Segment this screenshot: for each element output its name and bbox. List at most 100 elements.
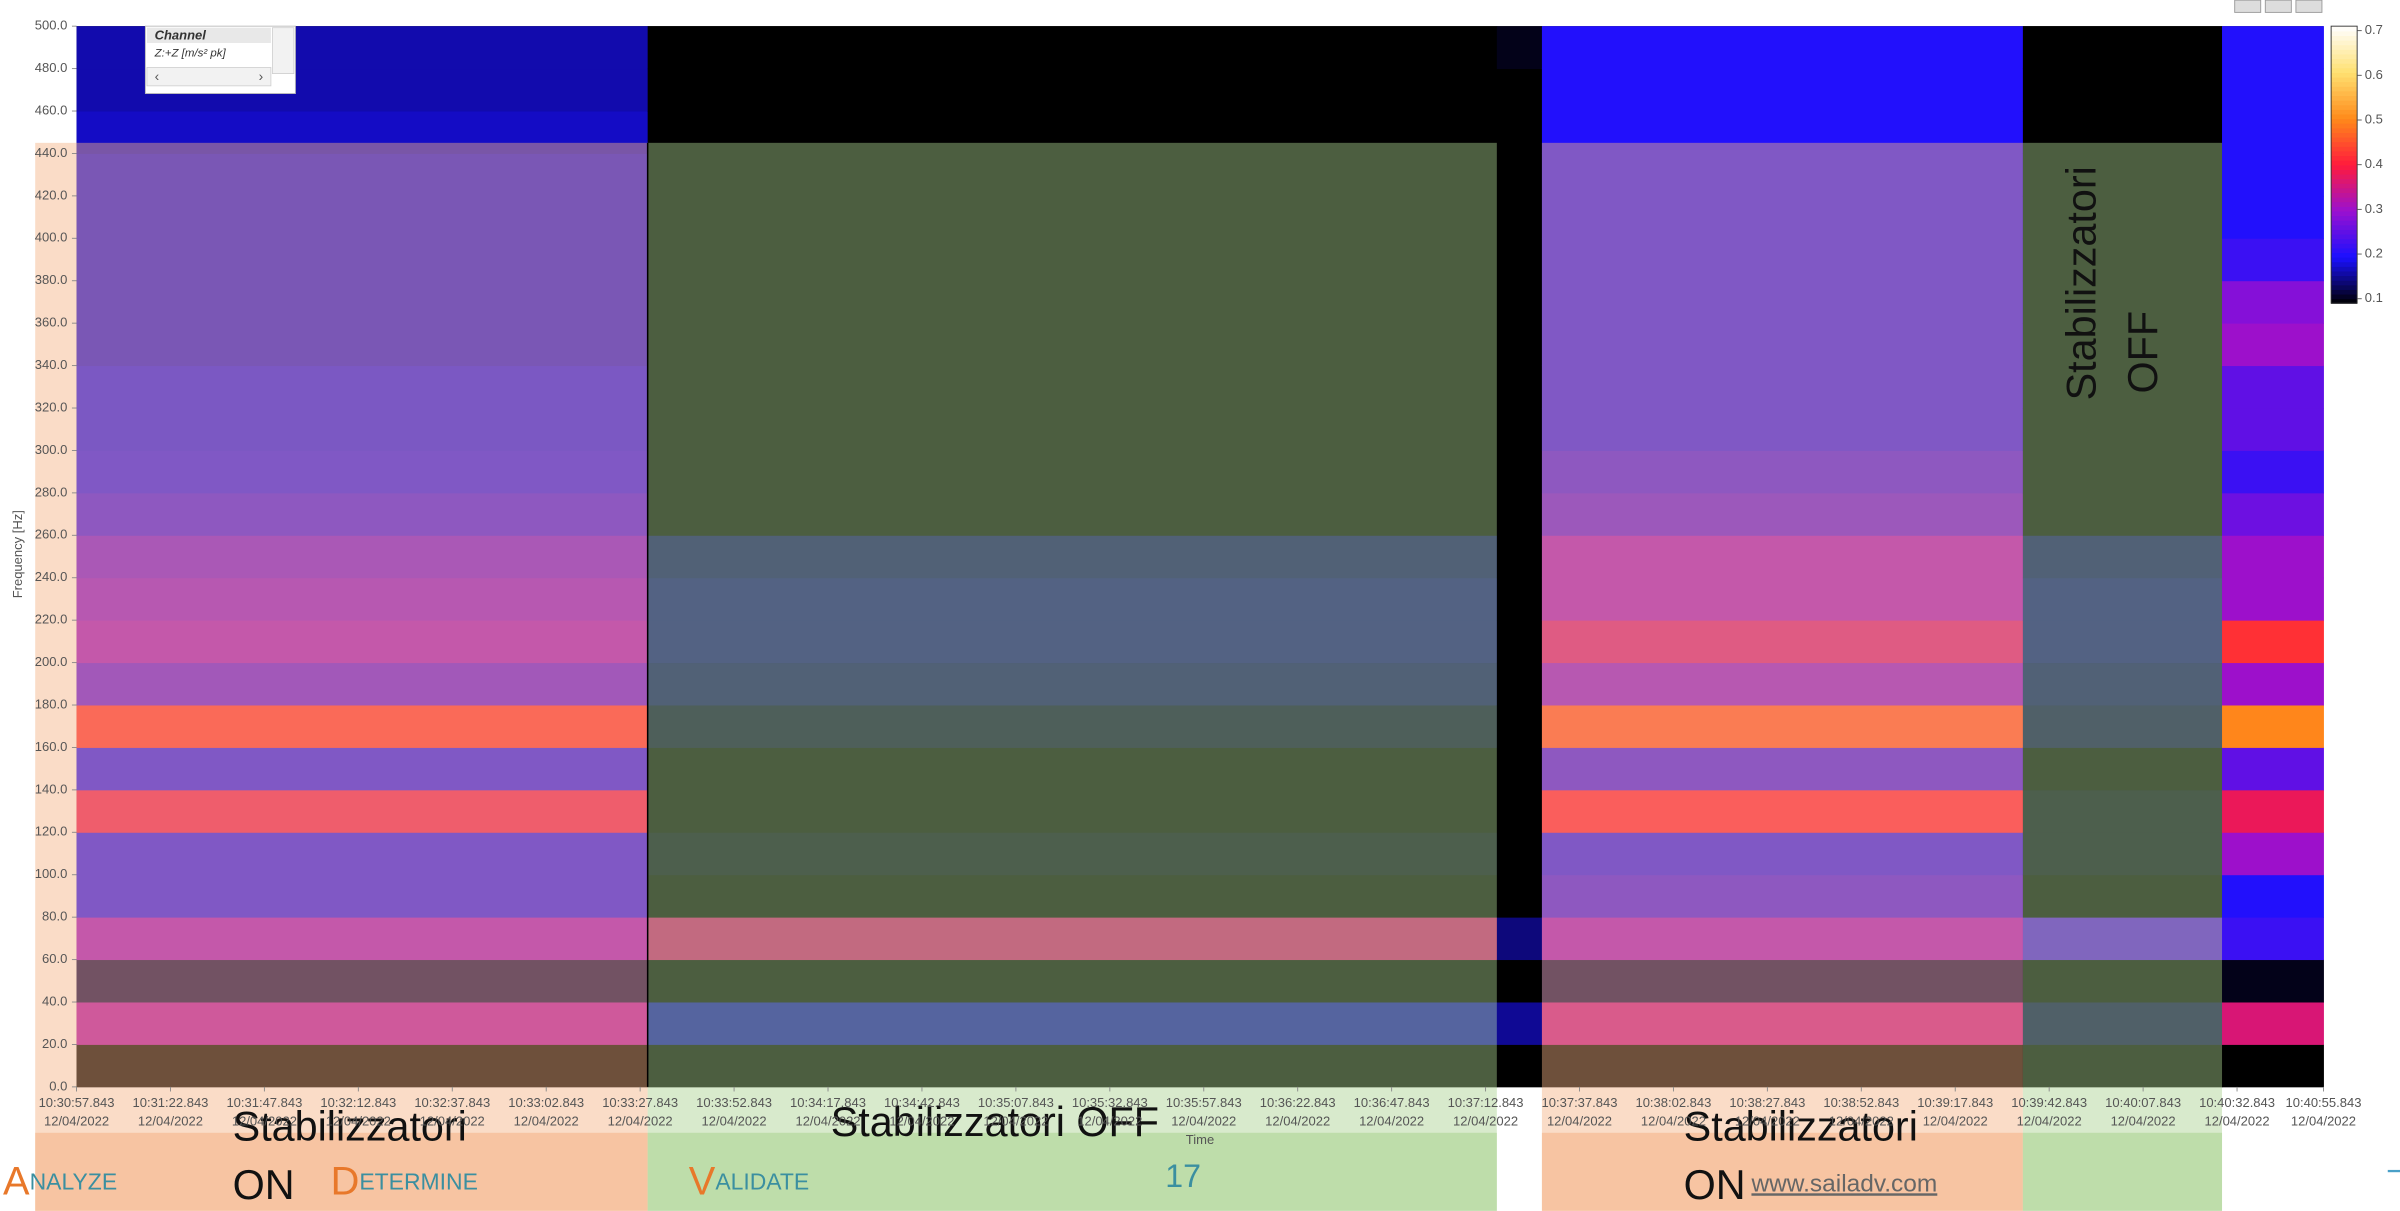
y-tick-label: 40.0 [42,993,67,1008]
x-tick-date: 12/04/2022 [702,1114,767,1129]
heatmap-cell [76,705,649,748]
x-tick-date: 12/04/2022 [1829,1114,1894,1129]
region-label: Stabilizzatori [233,1104,467,1150]
heatmap-cell [2022,959,2223,1003]
colorbar-segment [2331,132,2358,138]
heatmap-cell [1541,153,2024,197]
colorbar-segment [2331,63,2358,69]
heatmap-cell [1541,280,2024,324]
heatmap-cell [2222,26,2324,70]
heatmap-cell [76,365,649,409]
heatmap-cell [2022,789,2223,833]
heatmap-cell [1496,832,1543,876]
heatmap-cell [2222,577,2324,621]
heatmap-cell [647,789,1498,833]
scroll-arrow: › [259,69,264,84]
heatmap-cell [1541,238,2024,282]
heatmap-cell [76,620,649,664]
region-label: Stabilizzatori [1684,1104,1918,1150]
region-label: ON [233,1162,295,1208]
heatmap-cell [647,153,1498,197]
heatmap-cell [647,577,1498,621]
heatmap-cell [2022,705,2223,748]
heatmap-cell [1541,195,2024,239]
x-tick-label: 10:40:32.843 [2199,1095,2275,1110]
heatmap-cell [1541,68,2024,112]
y-tick-label: 160.0 [35,739,68,754]
toolbar [2234,0,2323,13]
heatmap-cell [647,1044,1498,1088]
footer-initial: V [689,1159,716,1203]
heatmap-cell [76,874,649,918]
heatmap-cell [2022,68,2223,112]
x-tick-label: 10:34:17.843 [790,1095,866,1110]
y-tick-label: 60.0 [42,951,67,966]
heatmap-cell [76,450,649,494]
heatmap-cell [647,280,1498,324]
x-tick-date: 12/04/2022 [44,1114,109,1129]
colorbar-segment [2331,289,2358,295]
heatmap-cell [1541,323,2024,367]
x-tick-date: 12/04/2022 [514,1114,579,1129]
heatmap-cell [1541,832,2024,876]
heatmap-cell [76,280,649,324]
heatmap-cell [1541,789,2024,833]
tool-button[interactable] [2264,0,2292,13]
footer-url[interactable]: www.sailadv.com [1750,1170,1937,1197]
heatmap-cell [647,365,1498,409]
heatmap-cell [647,620,1498,664]
heatmap-cell [1496,492,1543,536]
colorbar-segment [2331,220,2358,226]
x-tick-date: 12/04/2022 [2291,1114,2356,1129]
heatmap-cell [2022,1002,2223,1045]
footer: ANALYZE DETERMINE VALIDATE 17 www.sailadv.co… [3,1158,1937,1203]
colorbar-segment [2331,160,2358,166]
y-tick-label: 340.0 [35,357,68,372]
x-tick-label: 10:35:32.843 [1072,1095,1148,1110]
colorbar-segment [2331,206,2358,212]
heatmap-cell [1496,959,1543,1003]
region-overlay [2022,142,2223,1211]
x-tick-date: 12/04/2022 [608,1114,673,1129]
colorbar-segment [2331,243,2358,249]
legend-hscroll[interactable] [146,67,272,87]
heatmap-cell [2022,874,2223,918]
heatmap-cell [647,959,1498,1003]
y-tick-label: 80.0 [42,909,67,924]
heatmap-cell [647,832,1498,876]
heatmap-cell [2222,153,2324,197]
colorbar-segment [2331,192,2358,198]
y-tick-label: 440.0 [35,145,68,160]
heatmap-cell [2222,747,2324,791]
x-tick-date: 12/04/2022 [2111,1114,2176,1129]
heatmap-cell [1496,195,1543,239]
heatmap-cell [2022,917,2223,961]
x-tick-label: 10:39:17.843 [1917,1095,1993,1110]
y-tick-label: 120.0 [35,824,68,839]
heatmap-cell [2222,195,2324,239]
colorbar-segment [2331,261,2358,267]
x-tick-label: 10:31:47.843 [226,1095,302,1110]
heatmap-cell [76,789,649,833]
colorbar-segment [2331,95,2358,101]
colorbar-segment [2331,44,2358,50]
colorbar-segment [2331,155,2358,161]
y-tick-label: 320.0 [35,399,68,414]
region-label: Stabilizzatori OFF [831,1099,1159,1145]
heatmap-cell [2022,662,2223,706]
colorbar-segment [2331,173,2358,180]
heatmap-cell [1496,747,1543,791]
legend-scrollbar[interactable] [272,27,295,74]
heatmap-cell [647,408,1498,451]
tool-button[interactable] [2234,0,2262,13]
heatmap-cell [76,662,649,706]
tool-button[interactable] [2295,0,2323,13]
y-tick-label: 220.0 [35,612,68,627]
heatmap-cell [1496,26,1543,70]
heatmap-cell [1541,26,2024,70]
x-tick-label: 10:37:12.843 [1448,1095,1524,1110]
x-tick-label: 10:38:02.843 [1635,1095,1711,1110]
colorbar-segment [2331,197,2358,203]
colorbar-tick-label: 0.2 [2365,245,2383,260]
x-tick-label: 10:35:07.843 [978,1095,1054,1110]
